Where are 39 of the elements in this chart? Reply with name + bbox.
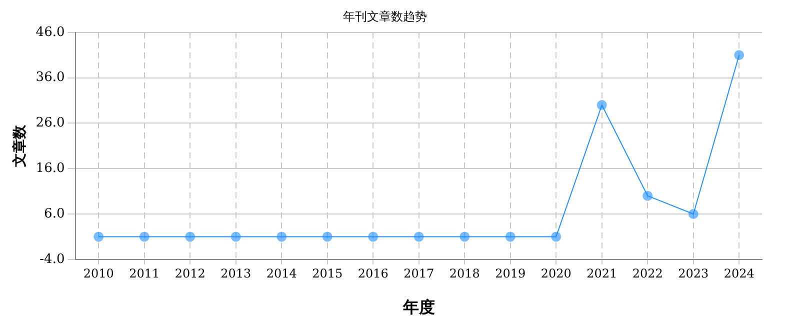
y-tick-label: 16.0	[36, 160, 65, 176]
point	[596, 100, 607, 110]
point	[276, 232, 287, 242]
x-tick-label: 2020	[540, 266, 572, 281]
point	[368, 232, 378, 242]
point	[734, 50, 744, 60]
point	[688, 209, 698, 219]
y-tick-label: 6.0	[44, 206, 65, 222]
x-tick-label: 2024	[724, 266, 755, 281]
x-tick-label: 2019	[495, 266, 526, 281]
y-tick-label: 46.0	[36, 24, 65, 40]
x-tick-label: 2017	[404, 266, 434, 281]
x-tick-label: 2013	[220, 266, 252, 281]
y-tick-label: 26.0	[36, 116, 65, 131]
point	[642, 190, 653, 201]
x-tick-label: 2012	[174, 266, 206, 281]
point	[230, 232, 241, 242]
x-tick-label: 2016	[358, 266, 388, 281]
y-tick-label: 36.0	[36, 70, 65, 86]
x-tick-label: 2018	[449, 266, 480, 281]
point	[505, 232, 516, 242]
point	[94, 232, 104, 242]
y-axis-title: 文章数	[11, 124, 28, 168]
point	[460, 232, 470, 242]
point	[139, 232, 150, 242]
x-axis-title: 年度	[402, 298, 435, 317]
x-tick-label: 2010	[83, 266, 114, 281]
point	[322, 232, 332, 242]
point	[551, 232, 562, 242]
x-tick-label: 2022	[632, 266, 663, 281]
x-tick-label: 2021	[586, 266, 618, 281]
point	[185, 232, 196, 242]
x-tick-label: 2023	[678, 266, 709, 281]
chart-title: 年刊文章数趋势	[343, 9, 427, 24]
point	[414, 232, 424, 242]
x-tick-label: 2015	[312, 266, 343, 281]
y-tick-label: -4.0	[40, 252, 65, 267]
x-tick-label: 2011	[129, 266, 160, 281]
x-tick-label: 2014	[266, 266, 298, 281]
